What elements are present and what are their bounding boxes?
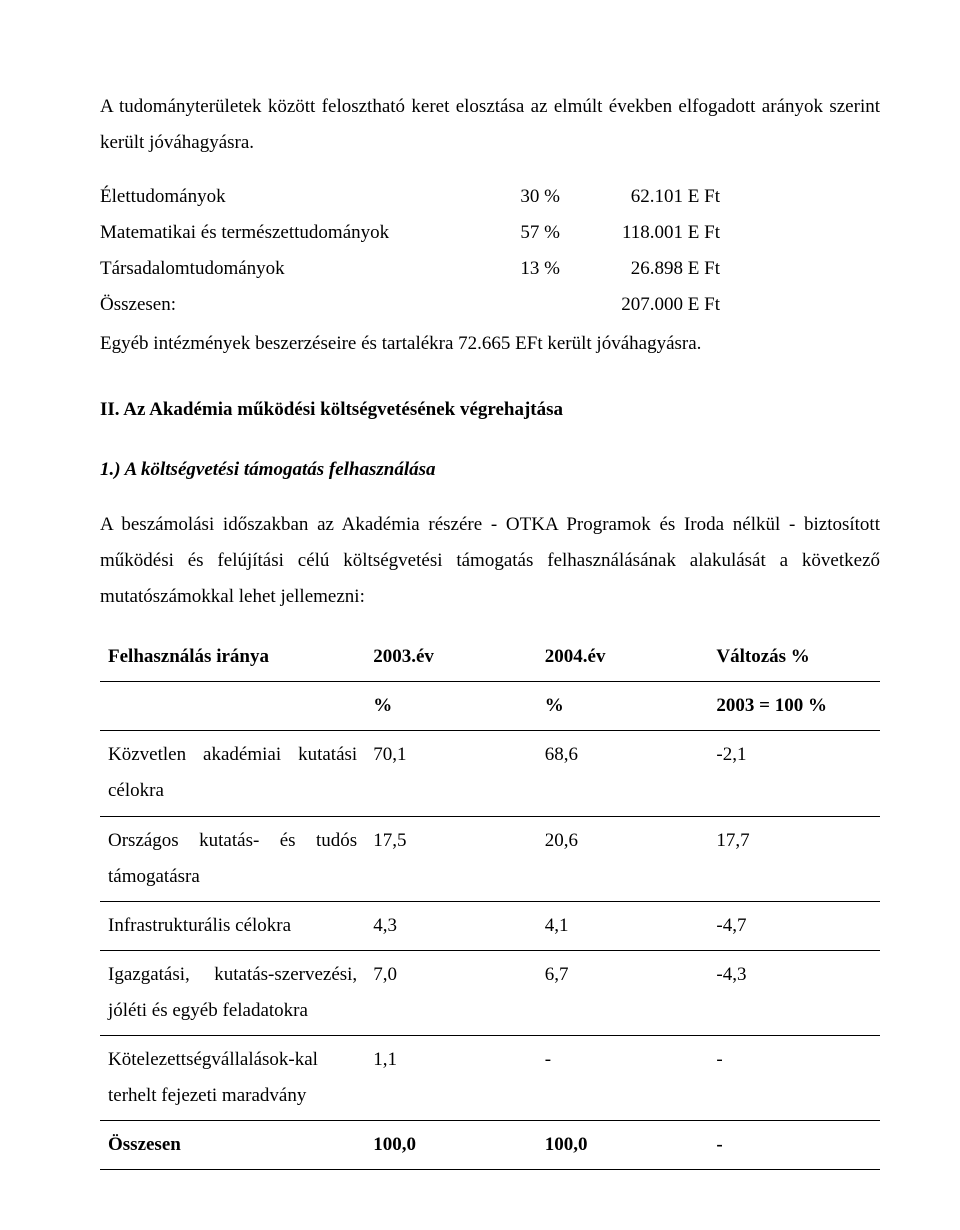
col-header-2003: 2003.év	[365, 633, 537, 682]
row-change: -2,1	[708, 731, 880, 816]
row-2003: 17,5	[365, 816, 537, 901]
row-2004: 100,0	[537, 1121, 709, 1170]
row-change: 17,7	[708, 816, 880, 901]
alloc-row-total: Összesen: 207.000 E Ft	[100, 287, 720, 323]
subsection-1-title: 1.) A költségvetési támogatás felhasznál…	[100, 452, 880, 488]
row-label: Kötelezettségvállalások-kal terhelt feje…	[100, 1035, 365, 1120]
section-2-title: II. Az Akadémia működési költségvetéséne…	[100, 392, 880, 428]
alloc-label: Matematikai és természettudományok	[100, 215, 500, 251]
table-header-row: Felhasználás iránya 2003.év 2004.év Vált…	[100, 633, 880, 682]
row-2003: 7,0	[365, 950, 537, 1035]
alloc-label: Társadalomtudományok	[100, 251, 500, 287]
row-2004: 68,6	[537, 731, 709, 816]
intro-paragraph: A tudományterületek között felosztható k…	[100, 89, 880, 161]
subheader-empty	[100, 682, 365, 731]
row-change: -	[708, 1035, 880, 1120]
col-header-change: Változás %	[708, 633, 880, 682]
subsection-1-paragraph: A beszámolási időszakban az Akadémia rés…	[100, 507, 880, 615]
alloc-amount: 118.001 E Ft	[560, 215, 720, 251]
row-change: -4,3	[708, 950, 880, 1035]
alloc-amount: 26.898 E Ft	[560, 251, 720, 287]
allocation-note: Egyéb intézmények beszerzéseire és tarta…	[100, 326, 880, 362]
table-row: Országos kutatás- és tudós támogatásra 1…	[100, 816, 880, 901]
row-2003: 4,3	[365, 901, 537, 950]
alloc-pct: 13 %	[500, 251, 560, 287]
row-label: Közvetlen akadémiai kutatási célokra	[100, 731, 365, 816]
table-row: Kötelezettségvállalások-kal terhelt feje…	[100, 1035, 880, 1120]
alloc-amount: 207.000 E Ft	[560, 287, 720, 323]
row-label: Országos kutatás- és tudós támogatásra	[100, 816, 365, 901]
table-row: Közvetlen akadémiai kutatási célokra 70,…	[100, 731, 880, 816]
row-2004: 20,6	[537, 816, 709, 901]
alloc-amount: 62.101 E Ft	[560, 179, 720, 215]
table-row: Infrastrukturális célokra 4,3 4,1 -4,7	[100, 901, 880, 950]
table-row-total: Összesen 100,0 100,0 -	[100, 1121, 880, 1170]
alloc-row: Társadalomtudományok 13 % 26.898 E Ft	[100, 251, 720, 287]
row-2003: 100,0	[365, 1121, 537, 1170]
allocation-table: Élettudományok 30 % 62.101 E Ft Matemati…	[100, 179, 720, 323]
usage-table: Felhasználás iránya 2003.év 2004.év Vált…	[100, 633, 880, 1170]
alloc-row: Élettudományok 30 % 62.101 E Ft	[100, 179, 720, 215]
table-row: Igazgatási, kutatás-szervezési, jóléti é…	[100, 950, 880, 1035]
alloc-pct	[500, 287, 560, 323]
row-2004: -	[537, 1035, 709, 1120]
row-label: Összesen	[100, 1121, 365, 1170]
row-2003: 70,1	[365, 731, 537, 816]
row-label: Igazgatási, kutatás-szervezési, jóléti é…	[100, 950, 365, 1035]
alloc-row: Matematikai és természettudományok 57 % …	[100, 215, 720, 251]
row-label: Infrastrukturális célokra	[100, 901, 365, 950]
col-header-direction: Felhasználás iránya	[100, 633, 365, 682]
row-change: -	[708, 1121, 880, 1170]
subheader-pct-2003: %	[365, 682, 537, 731]
alloc-label: Élettudományok	[100, 179, 500, 215]
row-change: -4,7	[708, 901, 880, 950]
alloc-label: Összesen:	[100, 287, 500, 323]
row-2004: 4,1	[537, 901, 709, 950]
row-2004: 6,7	[537, 950, 709, 1035]
subheader-base: 2003 = 100 %	[708, 682, 880, 731]
row-2003: 1,1	[365, 1035, 537, 1120]
subheader-pct-2004: %	[537, 682, 709, 731]
alloc-pct: 30 %	[500, 179, 560, 215]
table-subheader-row: % % 2003 = 100 %	[100, 682, 880, 731]
col-header-2004: 2004.év	[537, 633, 709, 682]
alloc-pct: 57 %	[500, 215, 560, 251]
